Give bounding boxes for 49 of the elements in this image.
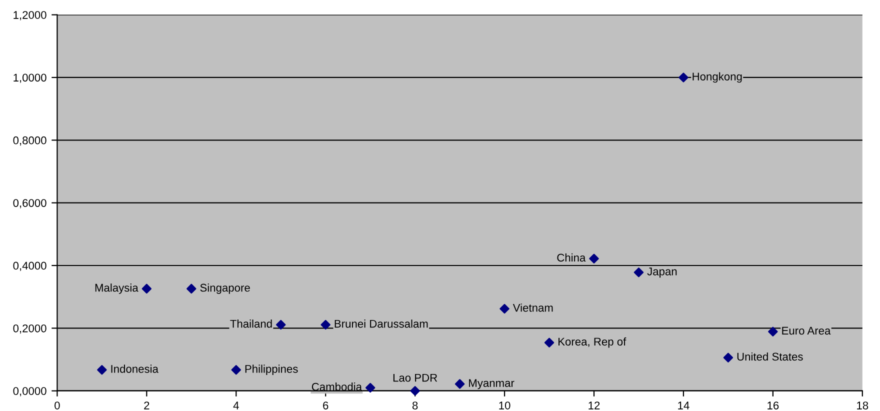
annotation: Myanmar: [469, 379, 514, 390]
x-tick-label: 10: [499, 402, 510, 410]
point: [276, 320, 286, 330]
x-tick-label: 16: [768, 402, 779, 410]
x-tick-label: 14: [678, 402, 690, 410]
x-tick-label: 12: [588, 402, 600, 410]
point: [320, 320, 330, 330]
point: [410, 386, 420, 396]
x-tick-label: 6: [323, 402, 328, 410]
annotation: Brunei Darussalam: [334, 320, 428, 328]
annotation: China: [557, 253, 586, 262]
annotation: Hongkong: [692, 72, 742, 83]
point: [142, 284, 152, 294]
annotation: Thailand: [230, 320, 272, 328]
point: [454, 379, 465, 389]
annotation: Philippines: [245, 364, 298, 376]
point: [97, 365, 107, 375]
annotation: Vietnam: [512, 304, 553, 312]
point: [365, 382, 376, 393]
x-tick-label: 18: [857, 402, 868, 410]
annotation: Cambodia: [312, 382, 362, 391]
y-tick-label: 0,0000: [13, 387, 46, 396]
y-tick-label: 0,6000: [13, 199, 46, 208]
y-tick-label: 1,2000: [14, 11, 46, 20]
annotation: Japan: [647, 268, 677, 278]
annotation: Indonesia: [111, 364, 158, 373]
annotation: Euro Area: [782, 326, 831, 335]
point: [500, 304, 510, 314]
point: [231, 365, 241, 375]
annotation: Malaysia: [95, 284, 138, 294]
point: [186, 284, 196, 294]
x-tick-label: 8: [412, 402, 418, 410]
point: [678, 72, 688, 82]
point: [544, 338, 554, 348]
y-tick-label: 0,2000: [13, 324, 46, 334]
x-tick-label: 0: [54, 402, 60, 410]
y-tick-label: 1,0000: [14, 74, 46, 83]
point: [589, 254, 599, 264]
y-tick-label: 0,4000: [13, 262, 46, 271]
x-tick-label: 4: [233, 402, 239, 410]
y-tick-label: 0,8000: [13, 136, 46, 146]
point: [768, 326, 778, 336]
point: [723, 352, 734, 363]
annotation: Korea, Rep of: [558, 337, 626, 348]
point: [634, 268, 644, 278]
annotation: Lao PDR: [393, 374, 438, 382]
x-tick-label: 2: [144, 402, 150, 410]
annotation: United States: [737, 352, 803, 361]
annotation: Singapore: [200, 284, 250, 294]
